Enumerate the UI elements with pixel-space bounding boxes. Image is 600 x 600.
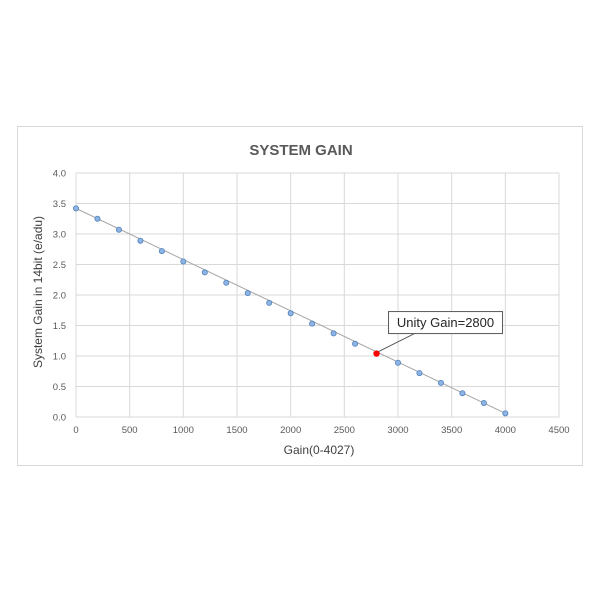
data-point (394, 359, 401, 366)
data-point (94, 215, 101, 222)
x-tick-labels: 0 500 1000 1500 2000 2500 3000 3500 4000 4500 (73, 425, 569, 436)
data-point (266, 299, 273, 306)
x-tick-label: 1000 (173, 425, 194, 436)
data-point (137, 237, 144, 244)
data-point (180, 258, 187, 265)
gridlines (75, 172, 560, 418)
y-axis-title: System Gain in 14bit (e/adu) (31, 216, 45, 368)
y-tick-label: 3.0 (53, 230, 66, 241)
y-tick-labels: 0.0 0.5 1.0 1.5 2.0 2.5 3.0 3.5 4.0 (53, 169, 66, 424)
y-tick-label: 2.5 (53, 260, 66, 271)
x-tick-label: 4500 (548, 425, 569, 436)
data-point (115, 226, 122, 233)
x-tick-label: 2000 (280, 425, 301, 436)
data-point (330, 330, 337, 337)
data-point (201, 269, 208, 276)
x-tick-label: 0 (73, 425, 78, 436)
x-tick-label: 2500 (334, 425, 355, 436)
y-tick-label: 3.5 (53, 199, 66, 210)
data-point (73, 205, 80, 212)
data-point (437, 379, 444, 386)
y-tick-label: 4.0 (53, 169, 66, 180)
callout-box (388, 311, 504, 335)
unity-gain-callout: Unity Gain=2800 (378, 311, 504, 353)
callout-label: Unity Gain=2800 (397, 315, 494, 330)
system-gain-chart: SYSTEM GAIN 0 500 1000 1500 2000 2500 3000 3500… (31, 142, 570, 457)
data-point (223, 279, 230, 286)
x-tick-label: 500 (122, 425, 138, 436)
data-point (244, 290, 251, 297)
y-tick-label: 1.0 (53, 352, 66, 363)
x-tick-label: 1500 (226, 425, 247, 436)
data-point (158, 248, 165, 255)
callout-leader-line (378, 333, 415, 353)
data-point (502, 410, 509, 417)
data-points (73, 205, 509, 417)
y-tick-label: 0.5 (53, 382, 66, 393)
y-tick-label: 0.0 (53, 413, 66, 424)
data-point (480, 399, 487, 406)
x-tick-label: 4000 (495, 425, 516, 436)
chart-frame: SYSTEM GAIN 0 500 1000 1500 2000 2500 3000 3500… (17, 126, 583, 466)
y-tick-label: 1.5 (53, 321, 66, 332)
data-point (459, 390, 466, 397)
data-point (352, 340, 359, 347)
y-tick-label: 2.0 (53, 291, 66, 302)
x-tick-label: 3000 (387, 425, 408, 436)
x-tick-label: 3500 (441, 425, 462, 436)
data-point (287, 310, 294, 317)
data-point (416, 370, 423, 377)
x-axis-title: Gain(0-4027) (284, 443, 355, 457)
unity-gain-point (373, 350, 380, 357)
data-point (309, 320, 316, 327)
chart-title: SYSTEM GAIN (249, 142, 352, 159)
